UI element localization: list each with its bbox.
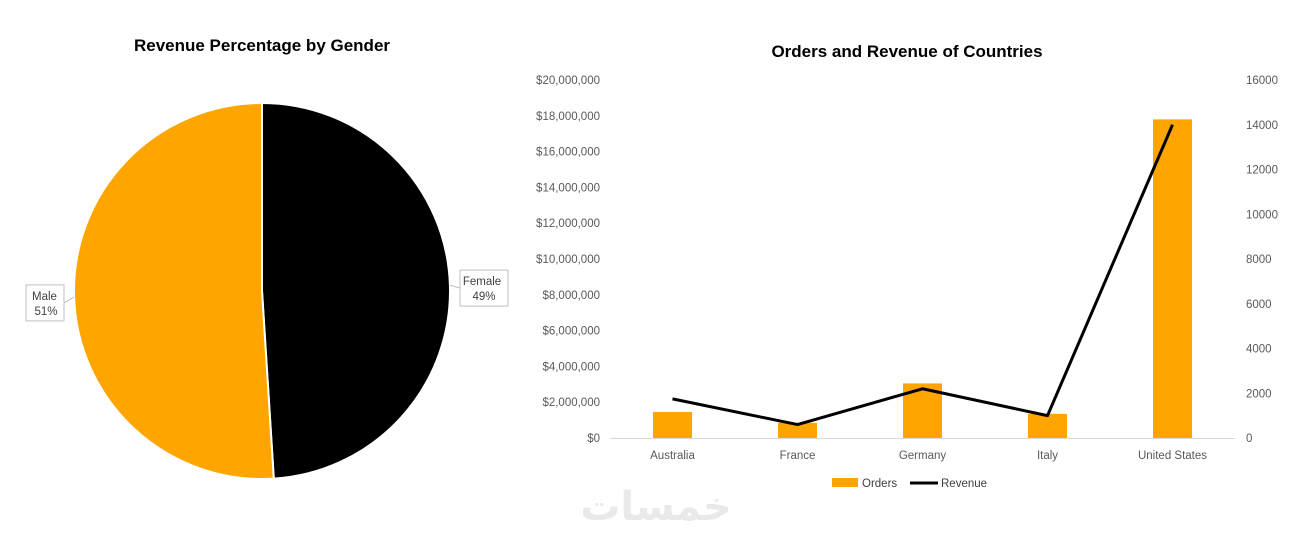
orders-bar-united-states [1153, 119, 1192, 438]
y-right-tick: 6000 [1246, 299, 1272, 311]
y-right-tick: 2000 [1246, 388, 1272, 400]
y-right-tick: 10000 [1246, 209, 1278, 221]
x-tick-label: Germany [899, 450, 947, 462]
pie-chart: Revenue Percentage by Gender Female 49% Ma… [25, 36, 509, 480]
y-right-tick: 4000 [1246, 344, 1272, 356]
pie-slice-male [73, 101, 275, 480]
leader-line [449, 284, 461, 289]
y-right-tick: 12000 [1246, 165, 1278, 177]
y-left-tick: $20,000,000 [536, 75, 600, 87]
legend-orders-swatch [832, 478, 858, 487]
orders-bars [653, 119, 1192, 438]
slice-percent: 51% [34, 306, 57, 318]
x-tick-label: Italy [1037, 450, 1058, 462]
y-right-tick: 0 [1246, 433, 1252, 445]
slice-name: Male [32, 291, 57, 303]
slice-name: Female [463, 276, 501, 288]
x-tick-label: France [780, 450, 816, 462]
pie-slice-female [261, 101, 451, 480]
pie-label-male: Male 51% [25, 284, 75, 322]
y-left-tick: $16,000,000 [536, 147, 600, 159]
y-left-tick: $12,000,000 [536, 218, 600, 230]
combo-legend: Orders Revenue [832, 478, 987, 490]
combo-chart: Orders and Revenue of Countries $0 $2,000… [536, 42, 1278, 490]
y-left-tick: $14,000,000 [536, 182, 600, 194]
leader-line [63, 296, 75, 304]
y-right-tick: 16000 [1246, 75, 1278, 87]
pie-title: Revenue Percentage by Gender [134, 36, 390, 55]
y-left-tick: $4,000,000 [542, 361, 600, 373]
orders-bar-australia [653, 412, 692, 438]
pie-label-female: Female 49% [449, 269, 509, 307]
revenue-polyline [672, 124, 1174, 427]
pie-slices [73, 101, 451, 480]
y-left-tick: $2,000,000 [542, 397, 600, 409]
y-left-tick: $0 [587, 433, 600, 445]
y-left-tick: $18,000,000 [536, 111, 600, 123]
slice-percent: 49% [472, 291, 495, 303]
y-right-tick: 14000 [1246, 120, 1278, 132]
watermark: خمسات [580, 484, 732, 530]
combo-axes: $0 $2,000,000 $4,000,000 $6,000,000 $8,000,0… [536, 75, 1278, 462]
y-left-tick: $8,000,000 [542, 290, 600, 302]
pie-labels: Female 49% Male 51% [25, 269, 509, 322]
label-box [459, 269, 509, 307]
y-right-tick: 8000 [1246, 254, 1272, 266]
combo-title: Orders and Revenue of Countries [771, 42, 1042, 61]
x-tick-label: United States [1138, 450, 1207, 462]
x-tick-label: Australia [650, 450, 695, 462]
revenue-line [672, 124, 1174, 427]
legend-orders-label: Orders [862, 478, 897, 490]
y-left-tick: $10,000,000 [536, 254, 600, 266]
legend-revenue-label: Revenue [941, 478, 987, 490]
orders-bar-france [778, 422, 817, 438]
orders-bar-italy [1028, 413, 1067, 438]
y-left-tick: $6,000,000 [542, 326, 600, 338]
label-box [25, 284, 65, 322]
